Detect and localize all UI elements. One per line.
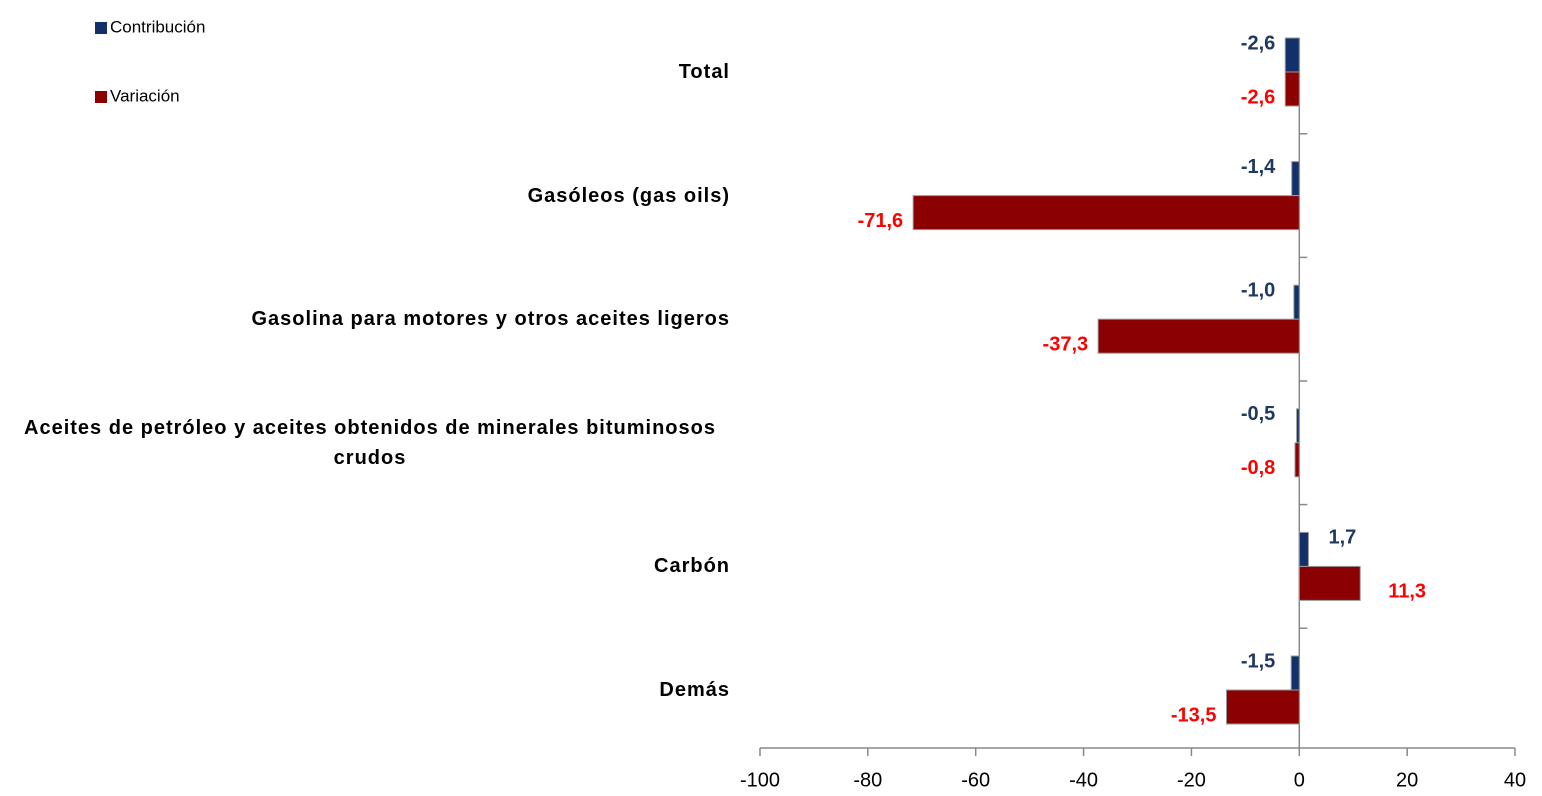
x-tick-label: -20 xyxy=(1177,769,1206,791)
bar xyxy=(912,195,1300,231)
bar xyxy=(1294,442,1300,478)
value-label: 11,3 xyxy=(1388,581,1426,603)
category-label: Demás xyxy=(659,679,730,701)
value-label: -71,6 xyxy=(858,210,904,232)
bar xyxy=(1298,565,1361,601)
x-tick-label: 0 xyxy=(1294,769,1305,791)
legend-swatch xyxy=(95,91,107,103)
value-label: -1,0 xyxy=(1241,279,1275,301)
value-label: -0,5 xyxy=(1241,403,1275,425)
value-label: -2,6 xyxy=(1241,86,1275,108)
bar xyxy=(1298,531,1309,567)
value-label: -13,5 xyxy=(1171,704,1217,726)
legend-swatch xyxy=(95,22,107,34)
x-tick-label: -60 xyxy=(961,769,990,791)
category-label: Gasolina para motores y otros aceites li… xyxy=(251,308,730,331)
bar xyxy=(1290,655,1300,691)
category-label: Gasóleos (gas oils) xyxy=(527,184,730,207)
category-label: Aceites de petróleo y aceites obtenidos … xyxy=(24,416,716,469)
legend-label: Variación xyxy=(110,86,180,105)
x-tick-label: -100 xyxy=(740,769,780,791)
bar xyxy=(1284,37,1300,73)
bar xyxy=(1225,689,1300,725)
x-tick-label: 20 xyxy=(1396,769,1418,791)
bar xyxy=(1291,161,1300,197)
bar xyxy=(1293,284,1300,320)
x-tick-label: -40 xyxy=(1069,769,1098,791)
category-label: Carbón xyxy=(654,555,730,578)
value-label: -2,6 xyxy=(1241,32,1275,54)
value-label: -37,3 xyxy=(1043,333,1089,355)
x-tick-label: -80 xyxy=(853,769,882,791)
category-label: Total xyxy=(678,61,730,83)
value-label: -1,5 xyxy=(1241,650,1275,672)
bar xyxy=(1284,71,1300,107)
bar xyxy=(1097,318,1300,354)
value-label: 1,7 xyxy=(1328,527,1356,549)
bar xyxy=(1296,408,1300,444)
value-label: -1,4 xyxy=(1241,156,1276,178)
value-label: -0,8 xyxy=(1241,457,1275,479)
legend-label: Contribución xyxy=(110,17,205,36)
x-tick-label: 40 xyxy=(1504,769,1526,791)
